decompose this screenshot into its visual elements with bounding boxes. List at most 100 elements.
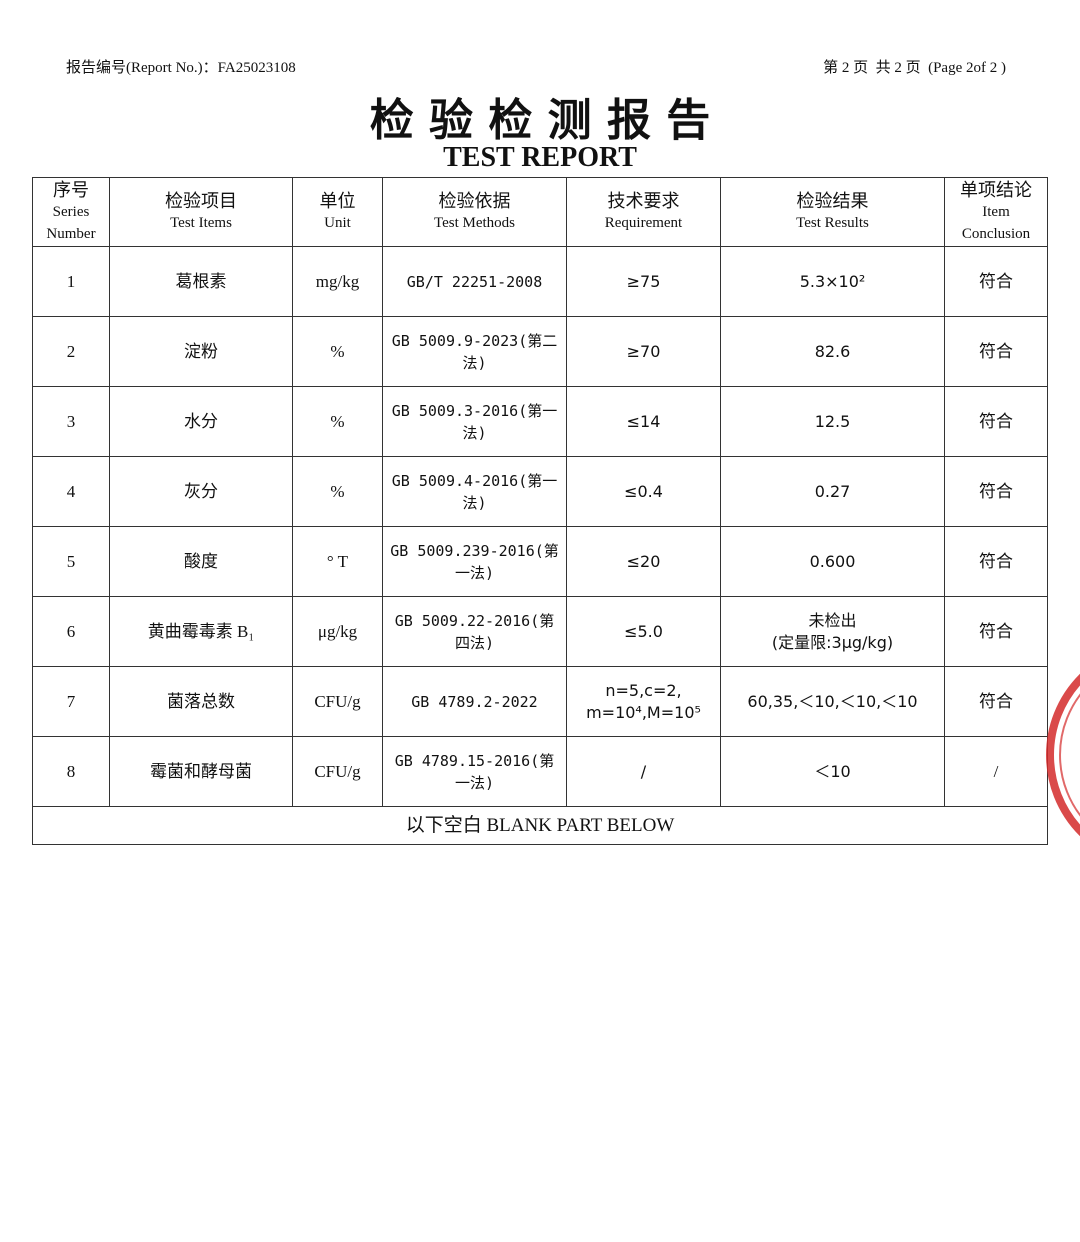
cell-line: m=10⁴,M=10⁵ bbox=[586, 702, 701, 722]
table-cell: mg/kg bbox=[292, 246, 383, 317]
table-cell: n=5,c=2, m=10⁴,M=10⁵ bbox=[566, 666, 721, 737]
table-cell: 12.5 bbox=[720, 386, 945, 457]
column-header: 检验依据 Test Methods bbox=[382, 177, 567, 247]
cell-line: 检验结果 bbox=[796, 191, 869, 211]
table-cell: GB/T 22251-2008 bbox=[382, 246, 567, 317]
table-cell: % bbox=[292, 386, 383, 457]
cell-line: 单项结论 bbox=[960, 180, 1032, 200]
table-row: 3 水分% GB 5009.3-2016(第一法) ≤14 12.5 符合 bbox=[32, 386, 1048, 457]
table-cell: 0.27 bbox=[720, 456, 945, 527]
table-cell: 2 bbox=[32, 316, 110, 387]
table-cell: 3 bbox=[32, 386, 110, 457]
table-cell: 淀粉 bbox=[109, 316, 293, 387]
table-cell: 水分 bbox=[109, 386, 293, 457]
table-cell: ≥70 bbox=[566, 316, 721, 387]
table-cell: GB 4789.15-2016(第一法) bbox=[382, 736, 567, 807]
table-row: 5 酸度 ° T GB 5009.239-2016(第一法) ≤20 0.600 符合 bbox=[32, 526, 1048, 597]
cell-line: Unit bbox=[324, 215, 351, 231]
table-cell: ＜10 bbox=[720, 736, 945, 807]
table-cell: ≤5.0 bbox=[566, 596, 721, 667]
table-cell: 5.3×10² bbox=[720, 246, 945, 317]
column-header: 检验项目 Test Items bbox=[109, 177, 293, 247]
table-cell: ≤20 bbox=[566, 526, 721, 597]
table-cell: / bbox=[944, 736, 1048, 807]
cell-line: 单位 bbox=[319, 191, 356, 211]
cell-line: 序号 bbox=[53, 180, 89, 200]
table-cell: 霉菌和酵母菌 bbox=[109, 736, 293, 807]
table-cell: GB 5009.22-2016(第四法) bbox=[382, 596, 567, 667]
column-header: 序号 Series Number bbox=[32, 177, 110, 247]
cell-line: 检验依据 bbox=[438, 191, 511, 211]
table-cell: CFU/g bbox=[292, 666, 383, 737]
seal bbox=[1046, 673, 1080, 837]
table-cell: ≤14 bbox=[566, 386, 721, 457]
column-header: 单位 Unit bbox=[292, 177, 383, 247]
table-cell: 符合 bbox=[944, 596, 1048, 667]
footer-note: 以下空白 BLANK PART BELOW bbox=[32, 806, 1048, 845]
table-cell: GB 5009.239-2016(第一法) bbox=[382, 526, 567, 597]
column-header: 检验结果 Test Results bbox=[720, 177, 945, 247]
report-no: 报告编号(Report No.)：FA25023108 bbox=[66, 60, 296, 76]
subtitle: TEST REPORT bbox=[443, 142, 637, 173]
table-row: 4 灰分% GB 5009.4-2016(第一法) ≤0.4 0.27 符合 bbox=[32, 456, 1048, 527]
table-cell: 7 bbox=[32, 666, 110, 737]
table-cell: 4 bbox=[32, 456, 110, 527]
cell-line: Number bbox=[46, 226, 96, 242]
table-cell: 未检出 (定量限:3μg/kg) bbox=[720, 596, 945, 667]
table-cell: 酸度 bbox=[109, 526, 293, 597]
table-cell: ° T bbox=[292, 526, 383, 597]
page-number: 第 2 页 共 2 页 (Page 2of 2 ) bbox=[823, 60, 1006, 76]
table-cell: 8 bbox=[32, 736, 110, 807]
table-row: 6 黄曲霉毒素 B₁ μg/kg GB 5009.22-2016(第四法) ≤5.0 未检… bbox=[32, 596, 1048, 667]
cell-line: Test Items bbox=[170, 215, 232, 231]
table-cell: GB 5009.9-2023(第二法) bbox=[382, 316, 567, 387]
header-row: 序号 Series Number 检验项目 Test Items 单位 Unit 检验依据 Te… bbox=[32, 177, 1048, 247]
cell-line: 未检出 bbox=[808, 610, 857, 630]
table-cell: 黄曲霉毒素 B₁ bbox=[109, 596, 293, 667]
table-cell: 符合 bbox=[944, 526, 1048, 597]
cell-line: Requirement bbox=[604, 215, 683, 231]
footer-row: 以下空白 BLANK PART BELOW bbox=[32, 806, 1048, 845]
table-cell: 0.600 bbox=[720, 526, 945, 597]
column-header: 单项结论 Item Conclusion bbox=[944, 177, 1048, 247]
table-cell: 5 bbox=[32, 526, 110, 597]
table-cell: CFU/g bbox=[292, 736, 383, 807]
table-cell: 符合 bbox=[944, 456, 1048, 527]
table-row: 1 葛根素 mg/kg GB/T 22251-2008 ≥75 5.3×10² 符合 bbox=[32, 246, 1048, 317]
cell-line: Item bbox=[982, 204, 1010, 220]
cell-line: Conclusion bbox=[961, 226, 1031, 242]
table-row: 7 菌落总数 CFU/g GB 4789.2-2022 n=5,c=2, m=10⁴,M=… bbox=[32, 666, 1048, 737]
table-cell: 1 bbox=[32, 246, 110, 317]
cell-line: 技术要求 bbox=[607, 191, 680, 211]
cell-line: n=5,c=2, bbox=[605, 680, 682, 700]
table-cell: 符合 bbox=[944, 386, 1048, 457]
table-cell: 灰分 bbox=[109, 456, 293, 527]
table-cell: 6 bbox=[32, 596, 110, 667]
table-cell: 82.6 bbox=[720, 316, 945, 387]
table-cell: GB 4789.2-2022 bbox=[382, 666, 567, 737]
cell-line: Series bbox=[52, 204, 90, 220]
title: 检 验 检 测 报 告 bbox=[369, 95, 711, 146]
table-cell: % bbox=[292, 316, 383, 387]
column-header: 技术要求 Requirement bbox=[566, 177, 721, 247]
table-cell: 葛根素 bbox=[109, 246, 293, 317]
table-cell: 菌落总数 bbox=[109, 666, 293, 737]
cell-line: Test Results bbox=[796, 215, 869, 231]
results-table: 序号 Series Number 检验项目 Test Items 单位 Unit 检验依据 Te… bbox=[32, 177, 1048, 845]
table-cell: μg/kg bbox=[292, 596, 383, 667]
table-cell: ≤0.4 bbox=[566, 456, 721, 527]
table-cell: 符合 bbox=[944, 316, 1048, 387]
table-cell: / bbox=[566, 736, 721, 807]
table-cell: GB 5009.4-2016(第一法) bbox=[382, 456, 567, 527]
table-cell: % bbox=[292, 456, 383, 527]
table-cell: ≥75 bbox=[566, 246, 721, 317]
table-cell: GB 5009.3-2016(第一法) bbox=[382, 386, 567, 457]
table-cell: 60,35,＜10,＜10,＜10 bbox=[720, 666, 945, 737]
cell-line: Test Methods bbox=[433, 215, 516, 231]
cell-line: (定量限:3μg/kg) bbox=[771, 632, 894, 652]
table-row: 2 淀粉% GB 5009.9-2023(第二法) ≥70 82.6 符合 bbox=[32, 316, 1048, 387]
cell-line: 检验项目 bbox=[165, 191, 237, 211]
table-cell: 符合 bbox=[944, 246, 1048, 317]
table-cell: 符合 bbox=[944, 666, 1048, 737]
